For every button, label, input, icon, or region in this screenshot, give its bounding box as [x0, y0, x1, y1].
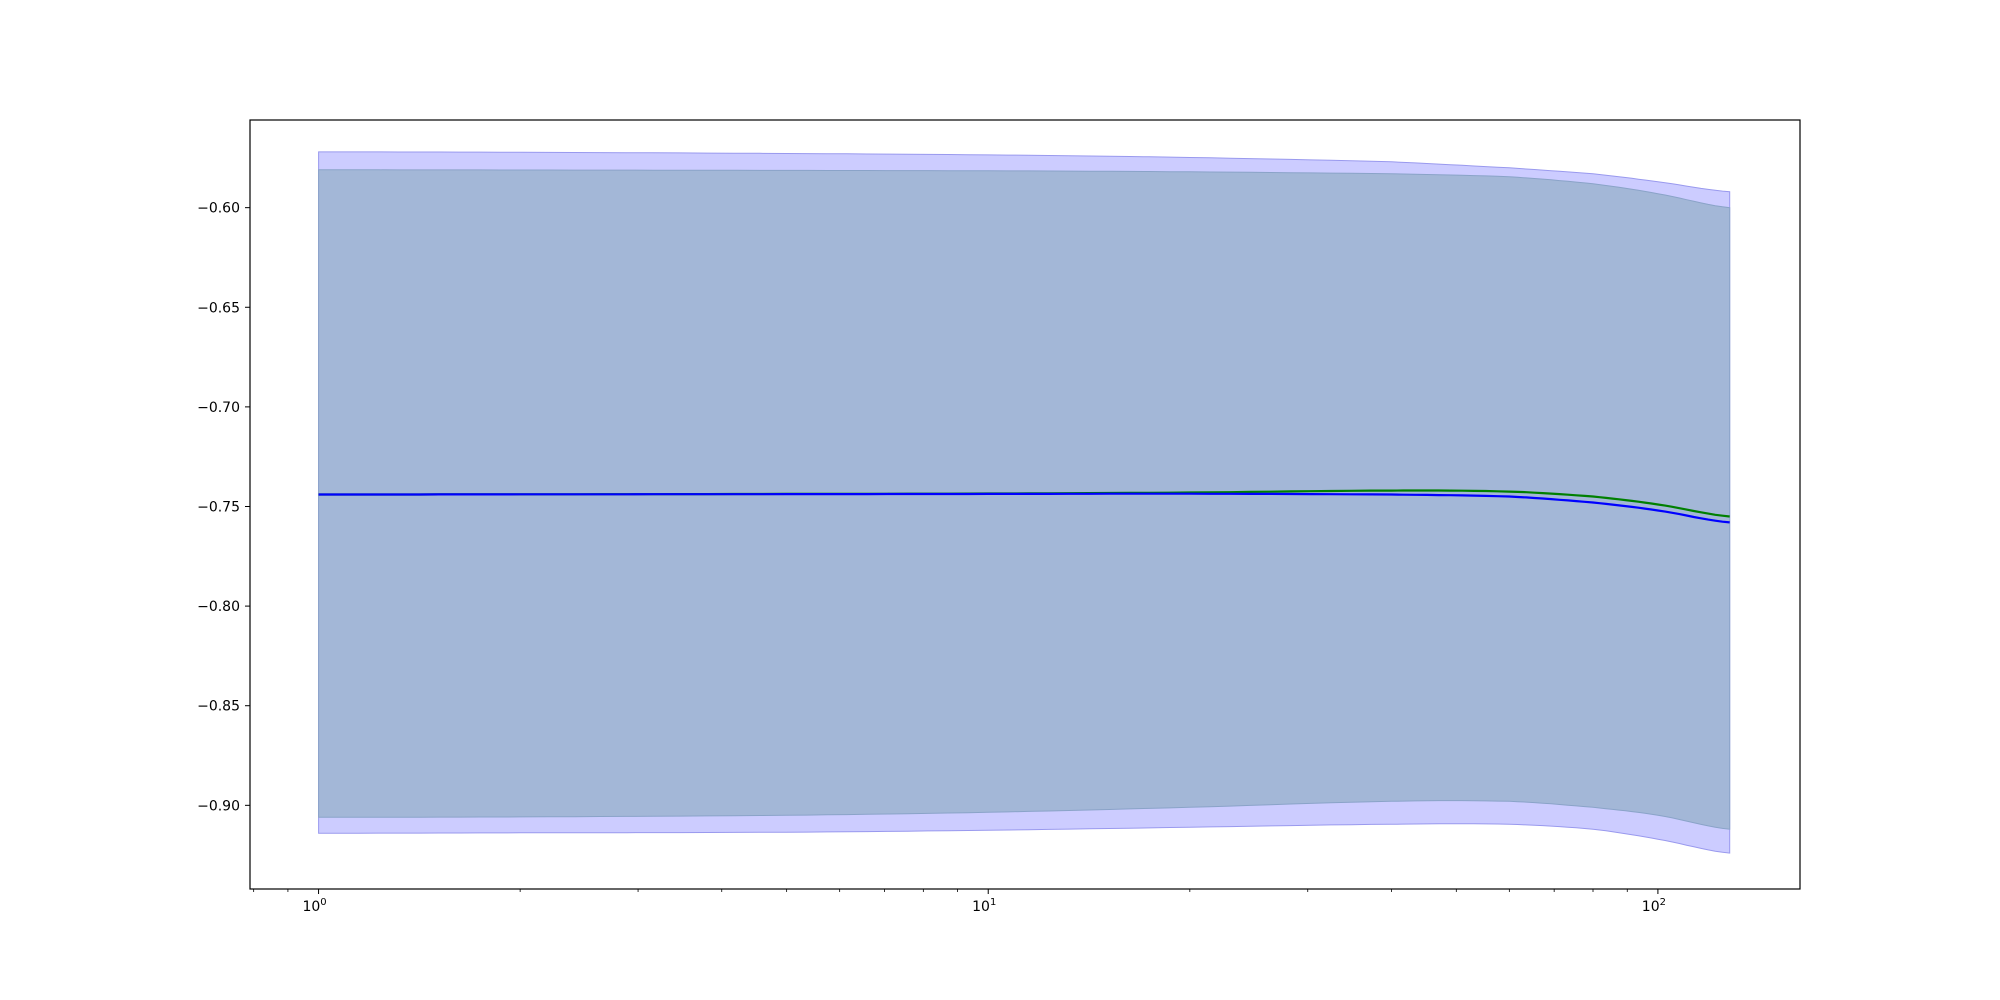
x-tick-label: 100	[302, 897, 326, 915]
series-lines	[318, 489, 1730, 524]
series-line-2	[318, 492, 1730, 524]
confidence-bands	[318, 151, 1731, 854]
x-axis: 100 101 102	[253, 889, 1666, 915]
y-tick-label: −0.85	[197, 699, 240, 715]
y-axis: −0.60 −0.65 −0.70 −0.75 −0.80 −0.85 −0.90	[197, 201, 250, 814]
x-tick-label: 101	[972, 897, 996, 915]
confidence-band-2	[318, 169, 1731, 830]
y-tick-label: −0.65	[197, 300, 240, 316]
y-tick-label: −0.80	[197, 599, 240, 615]
plot-frame	[249, 119, 1801, 890]
y-tick-label: −0.70	[197, 400, 240, 416]
y-tick-label: −0.75	[197, 499, 240, 515]
x-tick-label: 102	[1642, 897, 1666, 915]
y-tick-label: −0.60	[197, 201, 240, 217]
y-tick-label: −0.90	[197, 798, 240, 814]
